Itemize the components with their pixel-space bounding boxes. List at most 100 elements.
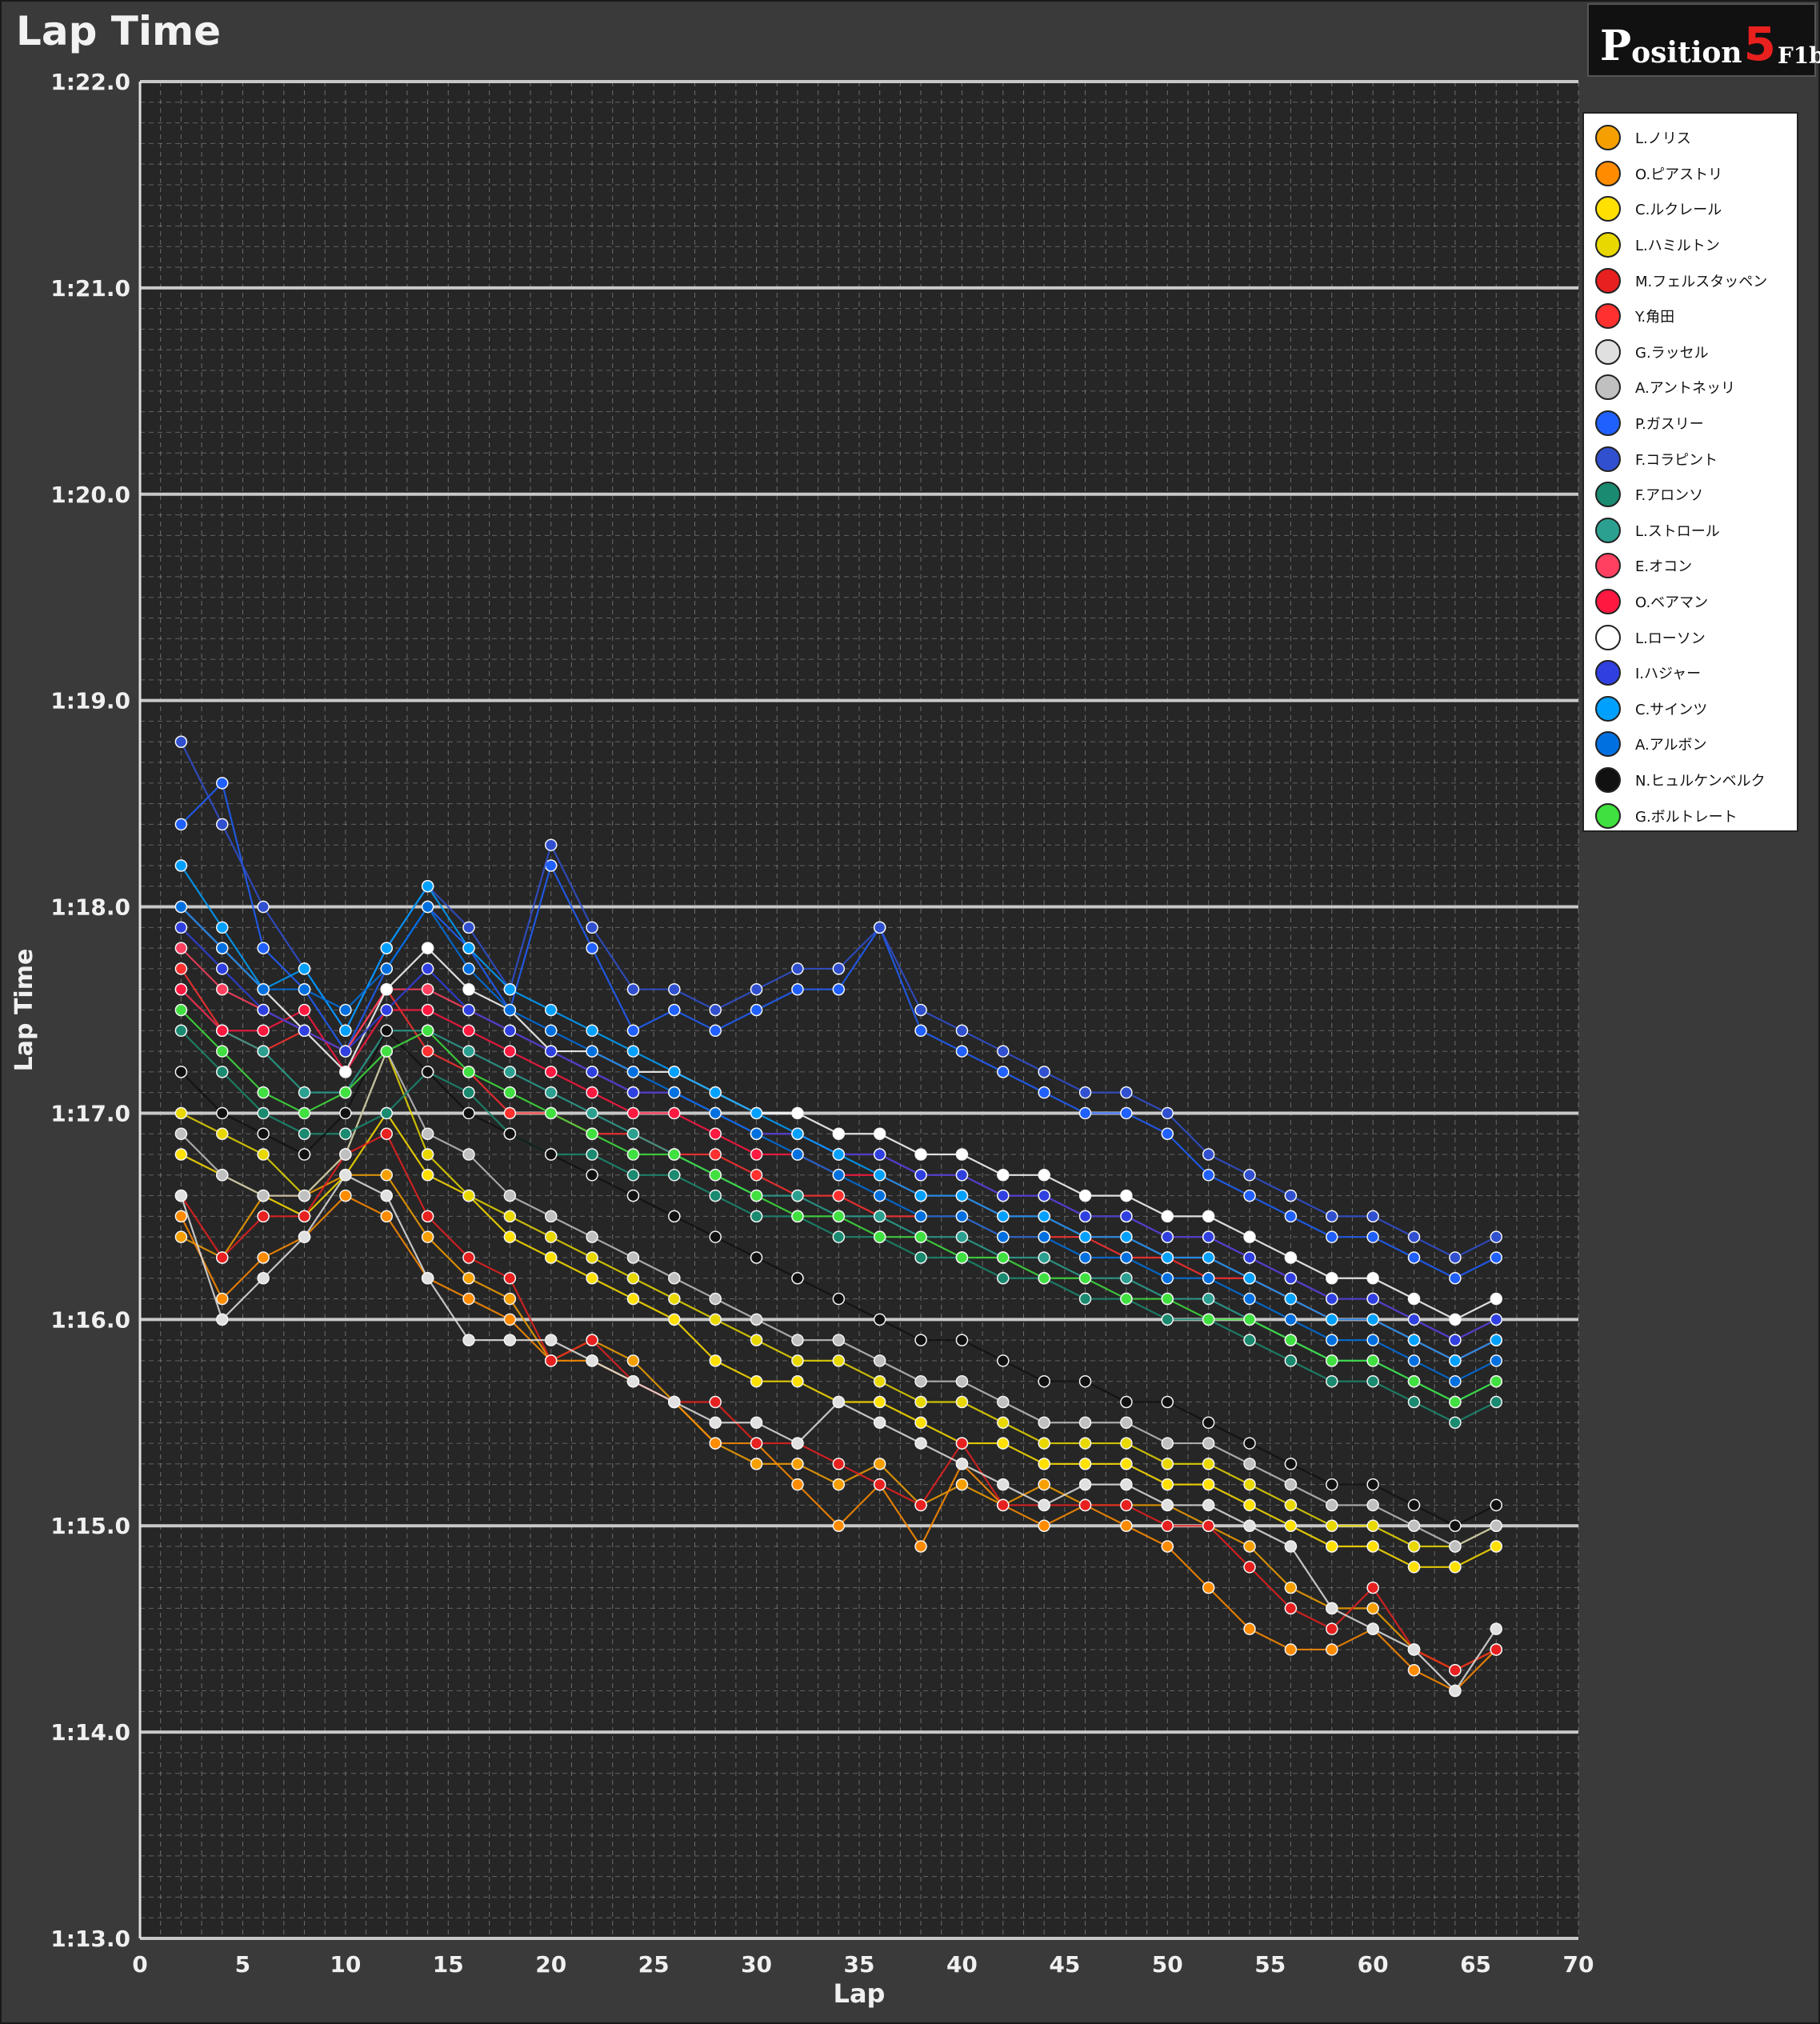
data-point <box>257 1127 270 1140</box>
data-point <box>1078 1251 1092 1264</box>
data-point <box>1284 1251 1298 1264</box>
data-point <box>544 1148 558 1161</box>
data-point <box>709 1395 722 1409</box>
data-point <box>873 1354 886 1367</box>
data-point <box>955 1374 969 1388</box>
data-point <box>1326 1622 1338 1635</box>
data-point <box>215 1169 229 1182</box>
data-point <box>339 1169 352 1182</box>
data-point <box>339 1086 352 1099</box>
x-tick-label: 25 <box>638 1951 670 1978</box>
data-point <box>1243 1189 1256 1202</box>
data-point <box>462 1086 475 1099</box>
data-point <box>174 1210 188 1223</box>
data-point <box>586 1148 598 1161</box>
data-point <box>586 1106 598 1120</box>
data-point <box>586 1334 598 1346</box>
data-point <box>1407 1519 1421 1532</box>
data-point <box>339 1106 352 1120</box>
data-point <box>421 1066 434 1078</box>
legend-label: F.アロンソ <box>1635 487 1704 505</box>
data-point <box>1161 1106 1174 1120</box>
data-point <box>462 1292 475 1306</box>
data-point <box>544 1354 558 1367</box>
legend-entry: N.ヒュルケンベルク <box>1595 762 1797 798</box>
y-tick-label: 1:14.0 <box>50 1719 130 1746</box>
data-point <box>503 1066 517 1078</box>
data-point <box>1449 1561 1462 1574</box>
data-point <box>174 1189 188 1202</box>
data-point <box>1326 1643 1338 1656</box>
data-point <box>1078 1292 1092 1306</box>
data-point <box>503 1045 517 1058</box>
data-point <box>215 1313 229 1326</box>
data-point <box>626 1374 640 1388</box>
x-tick-label: 15 <box>433 1951 464 1978</box>
data-point <box>1120 1230 1133 1243</box>
data-point <box>174 900 188 914</box>
x-tick-label: 30 <box>741 1951 772 1978</box>
data-point <box>174 1230 188 1243</box>
legend-label: N.ヒュルケンベルク <box>1635 772 1766 790</box>
data-point <box>668 1169 681 1182</box>
y-tick-label: 1:18.0 <box>50 894 130 921</box>
data-point <box>1407 1643 1421 1656</box>
data-point <box>1326 1272 1338 1285</box>
data-point <box>1366 1581 1379 1594</box>
data-point <box>1120 1437 1133 1450</box>
data-point <box>873 1148 886 1161</box>
data-point <box>503 982 517 996</box>
data-point <box>1407 1292 1421 1306</box>
team-logo-icon <box>1595 196 1621 222</box>
data-point <box>298 1148 311 1161</box>
data-point <box>174 1066 188 1078</box>
legend-label: A.アントネッリ <box>1635 380 1735 398</box>
data-point <box>1284 1498 1298 1512</box>
data-point <box>997 1437 1010 1450</box>
data-point <box>1407 1561 1421 1574</box>
data-point <box>1407 1334 1421 1346</box>
team-logo-icon <box>1595 802 1621 829</box>
data-point <box>1284 1540 1298 1553</box>
data-point <box>215 1292 229 1306</box>
data-point <box>421 982 434 996</box>
data-point <box>1202 1148 1215 1161</box>
team-logo-icon <box>1595 553 1621 579</box>
data-point <box>503 1230 517 1243</box>
team-logo-icon <box>1595 267 1621 294</box>
data-point <box>1161 1127 1174 1140</box>
data-point <box>421 962 434 975</box>
data-point <box>873 1458 886 1470</box>
legend-label: O.ベアマン <box>1635 594 1709 612</box>
y-tick-label: 1:15.0 <box>50 1513 130 1539</box>
data-point <box>1078 1416 1092 1430</box>
data-point <box>914 1210 927 1223</box>
data-point <box>462 962 475 975</box>
data-point <box>709 1313 722 1326</box>
data-point <box>586 1045 598 1058</box>
data-point <box>873 1416 886 1430</box>
legend-entry: O.ベアマン <box>1595 584 1797 620</box>
data-point <box>503 1106 517 1120</box>
data-point <box>626 1354 640 1367</box>
data-point <box>462 1003 475 1017</box>
data-point <box>586 1354 598 1367</box>
data-point <box>1490 1540 1503 1553</box>
data-point <box>1284 1458 1298 1470</box>
data-point <box>1490 1230 1503 1243</box>
data-point <box>174 1148 188 1161</box>
data-point <box>750 1210 763 1223</box>
data-point <box>421 1169 434 1182</box>
logo-osition: osition <box>1631 36 1742 70</box>
data-point <box>380 1189 393 1202</box>
data-point <box>257 942 270 954</box>
data-point <box>832 982 846 996</box>
y-tick-label: 1:20.0 <box>50 482 130 508</box>
data-point <box>997 1210 1010 1223</box>
data-point <box>832 1354 846 1367</box>
data-point <box>1078 1106 1092 1120</box>
data-point <box>709 1437 722 1450</box>
data-point <box>1326 1354 1338 1367</box>
data-point <box>503 1086 517 1099</box>
data-point <box>421 1230 434 1243</box>
